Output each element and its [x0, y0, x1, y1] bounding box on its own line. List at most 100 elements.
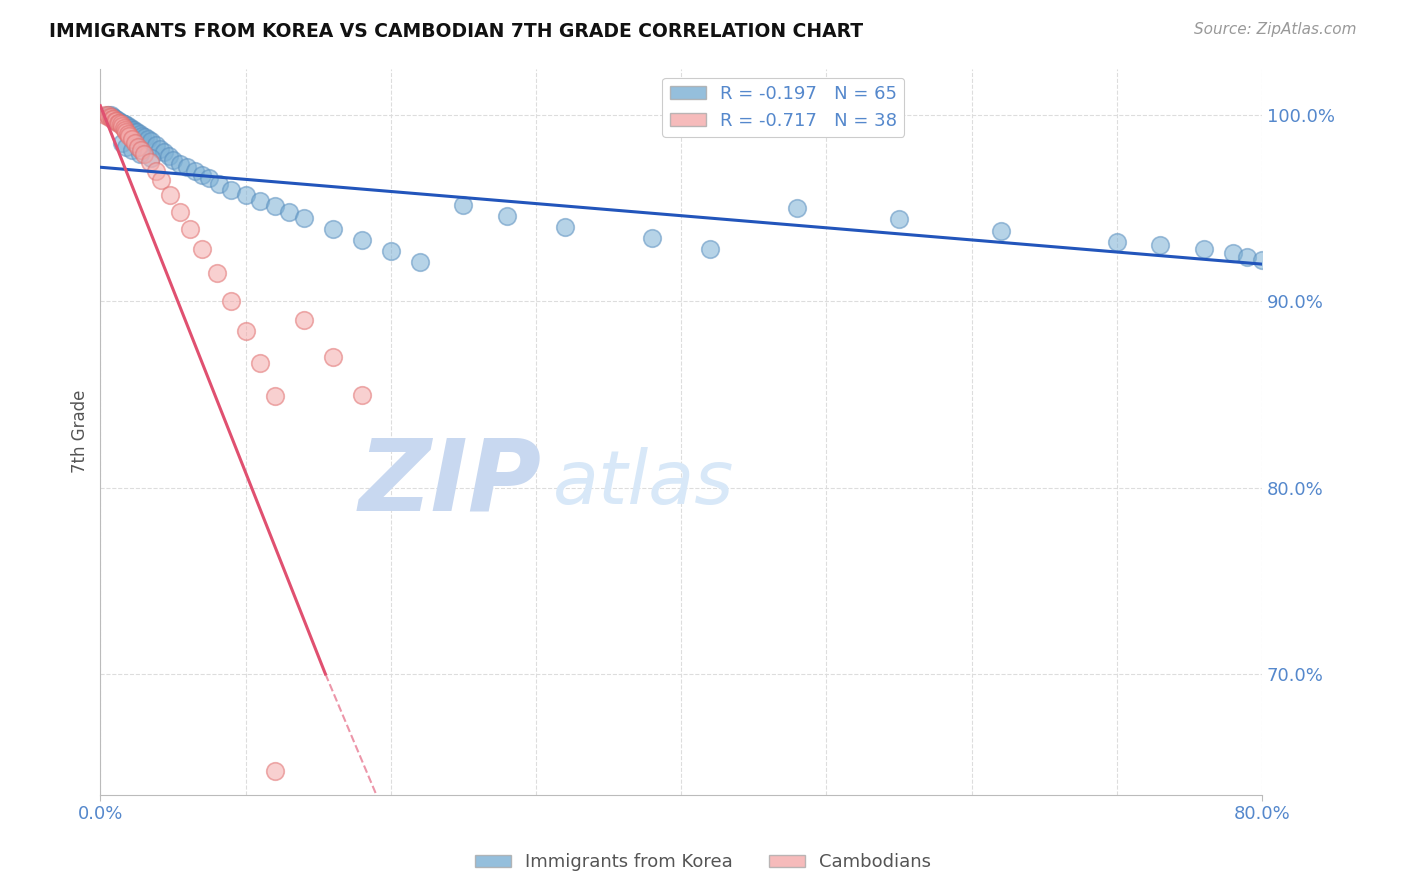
Point — [128, 147, 150, 161]
Point — [114, 123, 136, 137]
Point — [176, 161, 198, 175]
Point — [128, 127, 150, 141]
Point — [219, 294, 242, 309]
Point — [124, 125, 146, 139]
Point — [198, 171, 221, 186]
Point — [145, 164, 167, 178]
Point — [292, 211, 315, 225]
Point — [1105, 235, 1128, 249]
Point — [110, 115, 132, 129]
Point — [208, 177, 231, 191]
Legend: Immigrants from Korea, Cambodians: Immigrants from Korea, Cambodians — [467, 847, 939, 879]
Point — [127, 140, 149, 154]
Point — [219, 183, 242, 197]
Point — [278, 205, 301, 219]
Point — [350, 233, 373, 247]
Point — [990, 224, 1012, 238]
Point — [136, 132, 159, 146]
Point — [191, 242, 214, 256]
Point — [1149, 238, 1171, 252]
Point — [179, 221, 201, 235]
Point — [786, 201, 808, 215]
Point — [169, 205, 191, 219]
Point — [111, 115, 134, 129]
Point — [103, 110, 125, 124]
Point — [121, 123, 143, 137]
Point — [235, 188, 257, 202]
Point — [115, 140, 138, 154]
Point — [350, 387, 373, 401]
Point — [141, 134, 163, 148]
Point — [409, 255, 432, 269]
Point — [129, 144, 152, 158]
Point — [1251, 253, 1274, 268]
Point — [699, 242, 721, 256]
Point — [112, 121, 135, 136]
Point — [887, 212, 910, 227]
Point — [141, 151, 163, 165]
Point — [145, 137, 167, 152]
Point — [101, 110, 124, 124]
Point — [169, 156, 191, 170]
Point — [1222, 246, 1244, 260]
Point — [149, 142, 172, 156]
Point — [380, 244, 402, 258]
Point — [98, 110, 121, 124]
Point — [150, 173, 173, 187]
Point — [235, 324, 257, 338]
Point — [322, 221, 344, 235]
Text: atlas: atlas — [554, 447, 735, 518]
Point — [132, 147, 155, 161]
Point — [114, 117, 136, 131]
Point — [108, 115, 131, 129]
Point — [121, 132, 143, 146]
Text: Source: ZipAtlas.com: Source: ZipAtlas.com — [1194, 22, 1357, 37]
Point — [105, 113, 128, 128]
Point — [121, 144, 143, 158]
Text: IMMIGRANTS FROM KOREA VS CAMBODIAN 7TH GRADE CORRELATION CHART: IMMIGRANTS FROM KOREA VS CAMBODIAN 7TH G… — [49, 22, 863, 41]
Point — [103, 112, 125, 126]
Point — [263, 764, 285, 778]
Point — [138, 154, 160, 169]
Point — [134, 130, 156, 145]
Point — [120, 121, 142, 136]
Y-axis label: 7th Grade: 7th Grade — [72, 390, 89, 474]
Point — [554, 219, 576, 234]
Point — [111, 120, 134, 134]
Point — [104, 112, 127, 126]
Point — [162, 153, 184, 167]
Point — [101, 112, 124, 126]
Point — [118, 121, 141, 136]
Point — [124, 136, 146, 150]
Point — [322, 351, 344, 365]
Point — [292, 313, 315, 327]
Point — [249, 194, 271, 208]
Point — [263, 199, 285, 213]
Point — [1192, 242, 1215, 256]
Point — [118, 128, 141, 143]
Point — [641, 231, 664, 245]
Point — [122, 123, 145, 137]
Point — [108, 113, 131, 128]
Point — [117, 127, 139, 141]
Text: ZIP: ZIP — [359, 434, 541, 531]
Point — [115, 125, 138, 139]
Point — [117, 120, 139, 134]
Point — [107, 113, 129, 128]
Point — [131, 128, 153, 143]
Point — [100, 110, 122, 124]
Point — [97, 108, 120, 122]
Point — [157, 149, 180, 163]
Point — [191, 168, 214, 182]
Point — [93, 108, 115, 122]
Point — [97, 108, 120, 122]
Point — [1236, 250, 1258, 264]
Point — [183, 164, 205, 178]
Point — [111, 136, 134, 150]
Point — [104, 113, 127, 128]
Point — [110, 117, 132, 131]
Point — [263, 389, 285, 403]
Point — [249, 356, 271, 370]
Point — [153, 145, 176, 160]
Legend: R = -0.197   N = 65, R = -0.717   N = 38: R = -0.197 N = 65, R = -0.717 N = 38 — [662, 78, 904, 137]
